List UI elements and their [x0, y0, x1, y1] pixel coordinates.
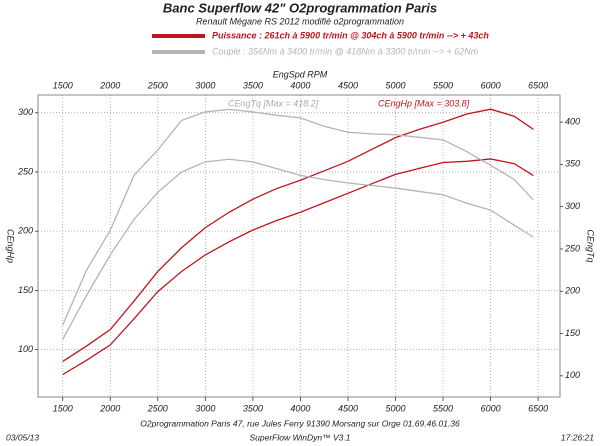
- y-tick-label: 200: [17, 226, 33, 236]
- time: 17:26:21: [561, 432, 594, 442]
- x-tick-label: 1500: [53, 403, 73, 413]
- y2-tick-label: 200: [564, 286, 580, 296]
- legend-label: Couple : 356Nm à 3400 tr/min @ 418Nm à 3…: [212, 46, 479, 56]
- x-tick-label: 6500: [528, 80, 548, 90]
- x-tick-label: 2500: [147, 403, 168, 413]
- x-tick-label: 5500: [433, 80, 453, 90]
- x-axis-title: EngSpd RPM: [273, 69, 328, 79]
- y2-tick-label: 250: [564, 243, 580, 253]
- x-tick-label: 2000: [99, 403, 120, 413]
- plot-frame: [37, 94, 561, 398]
- annotation: CEngTq [Max = 418.2]: [228, 98, 319, 108]
- x-tick-label: 3000: [195, 80, 215, 90]
- series-line: [62, 108, 534, 326]
- footer: O2programmation Paris 47, rue Jules Ferr…: [140, 418, 460, 428]
- x-tick-label: 5000: [385, 403, 405, 413]
- annotation: CEngHp [Max = 303.8]: [378, 98, 470, 108]
- x-tick-label: 4000: [290, 80, 310, 90]
- series-line: [62, 108, 534, 363]
- legend-label: Puissance : 261ch à 5900 tr/min @ 304ch …: [212, 30, 489, 40]
- date: 03/05/13: [6, 432, 39, 442]
- x-tick-label: 4500: [338, 403, 358, 413]
- x-tick-label: 6500: [528, 403, 548, 413]
- x-tick-label: 3500: [243, 80, 263, 90]
- x-tick-label: 5500: [433, 403, 453, 413]
- series-line: [62, 158, 534, 340]
- y-tick-label: 100: [18, 344, 33, 354]
- y2-tick-label: 350: [565, 159, 580, 169]
- x-tick-label: 1500: [53, 80, 73, 90]
- x-tick-label: 5000: [385, 80, 405, 90]
- y-tick-label: 250: [17, 166, 33, 176]
- chart-subtitle: Renault Mégane RS 2012 modifié o2program…: [196, 16, 404, 26]
- y-tick-label: 300: [18, 107, 33, 117]
- y2-tick-label: 150: [565, 328, 580, 338]
- series-line: [62, 158, 534, 376]
- x-tick-label: 6000: [481, 80, 501, 90]
- footer: SuperFlow WinDyn™ V3.1: [249, 432, 350, 442]
- y2-tick-label: 400: [565, 116, 580, 126]
- y-axis-title: CEngHp: [6, 229, 16, 263]
- x-tick-label: 4000: [290, 403, 310, 413]
- x-tick-label: 3500: [243, 403, 263, 413]
- y2-tick-label: 100: [565, 370, 580, 380]
- x-tick-label: 4500: [338, 80, 358, 90]
- x-tick-label: 6000: [481, 403, 501, 413]
- x-tick-label: 3000: [195, 403, 215, 413]
- chart-title: Banc Superflow 42" O2programmation Paris: [163, 0, 437, 15]
- x-tick-label: 2500: [147, 80, 168, 90]
- y2-tick-label: 300: [565, 201, 580, 211]
- y2-axis-title: CEngTq: [586, 229, 596, 262]
- y-tick-label: 150: [18, 285, 33, 295]
- x-tick-label: 2000: [99, 80, 120, 90]
